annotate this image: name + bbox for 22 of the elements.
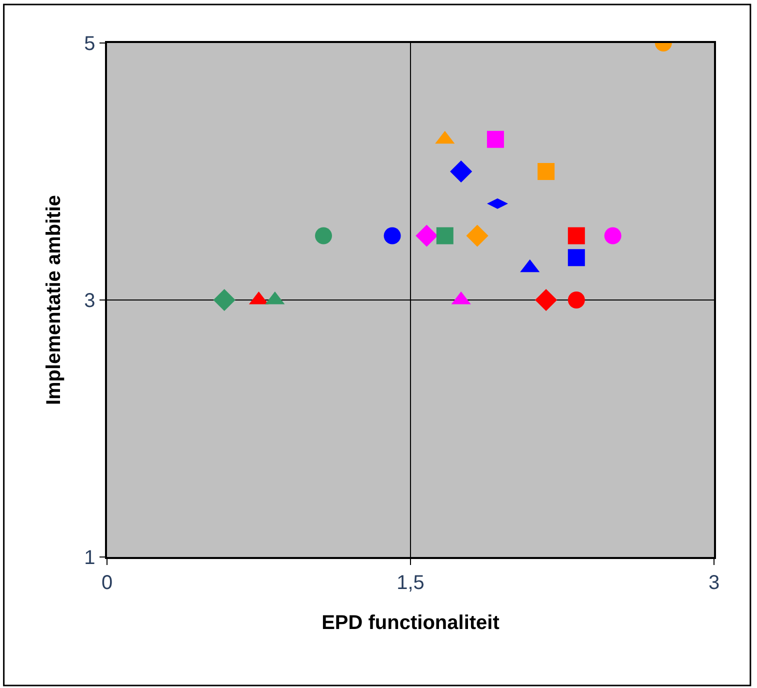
point — [384, 227, 401, 244]
x-axis-title: EPD functionaliteit — [322, 612, 500, 634]
point — [568, 292, 585, 308]
point — [466, 224, 488, 247]
y-axis-title: Implementatie ambitie — [43, 194, 66, 406]
y-tick-label: 3 — [84, 290, 96, 312]
point — [604, 227, 622, 244]
point — [416, 224, 438, 247]
x-tick-label: 3 — [708, 572, 720, 594]
point — [568, 249, 585, 266]
point — [213, 288, 236, 312]
x-tick-label: 0 — [101, 572, 113, 594]
point — [436, 227, 454, 244]
point — [568, 227, 585, 244]
point — [315, 227, 332, 244]
x-tick-label: 1,5 — [396, 572, 424, 594]
point — [486, 130, 504, 148]
point — [538, 163, 555, 180]
y-tick-label: 1 — [84, 547, 96, 569]
point — [450, 160, 472, 183]
point — [535, 288, 558, 312]
y-tick-label: 5 — [84, 33, 96, 55]
